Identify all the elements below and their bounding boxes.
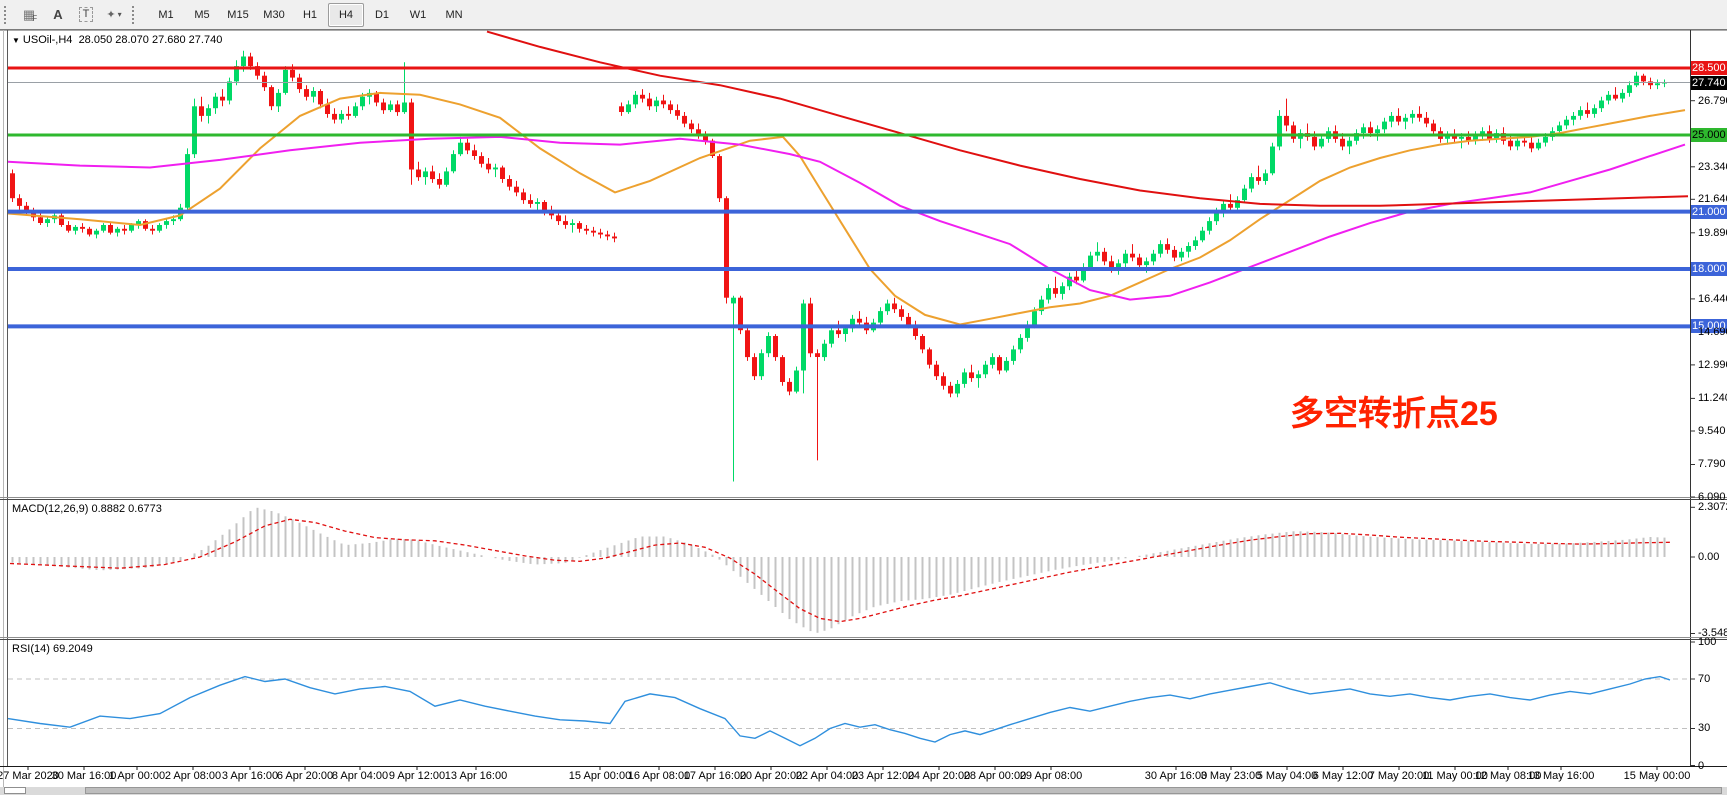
chart-window-icon: ▦	[22, 6, 35, 22]
timeframe-button-m1[interactable]: M1	[158, 8, 174, 21]
price-axis-label-25.000: 25.000	[1691, 128, 1727, 142]
timeframe-toolbar: M1 M5 M15 M30 H1 H4 D1 W1 MN	[148, 2, 472, 27]
time-axis-label: 30 Apr 16:00	[1144, 770, 1208, 782]
time-axis-label: 1 Apr 00:00	[108, 770, 166, 782]
time-axis-label: 5 May 04:00	[1256, 770, 1318, 782]
timeframe-button-mn[interactable]: MN	[445, 8, 463, 21]
shapes-icon: ✦	[106, 9, 116, 21]
symbol-dropdown-icon[interactable]: ▼	[12, 36, 20, 45]
cursor-icon: A	[53, 7, 63, 22]
rsi-axis-label-100: 100	[1698, 636, 1717, 648]
price-axis-label-15.000: 15.000	[1691, 319, 1727, 334]
shapes-button[interactable]: ✦ ▾	[101, 3, 127, 27]
chevron-down-icon: ▾	[117, 10, 122, 19]
price-axis-label-21.640: 21.640	[1698, 193, 1727, 206]
price-axis-label-9.540: 9.540	[1698, 424, 1726, 437]
time-axis-label: 3 May 23:00	[1200, 770, 1262, 782]
text-label-icon: T	[78, 7, 94, 22]
price-axis-label-11.240: 11.240	[1698, 392, 1727, 405]
cursor-button[interactable]: A	[45, 3, 71, 27]
chart-title: ▼ USOil-,H4 28.050 28.070 27.680 27.740	[12, 34, 222, 46]
chart-title-symbol: USOil-,H4	[22, 34, 73, 46]
toolbar: ▦ F A T ✦ ▾ M1 M5 M15 M30 H1 H4 D1 W1 MN	[0, 0, 1727, 30]
horizontal-scrollbar[interactable]	[0, 787, 1727, 795]
time-axis-label: 9 Apr 12:00	[388, 770, 446, 782]
rsi-axis-label-30: 30	[1698, 722, 1711, 735]
annotation-text: 多空转折点25	[1290, 395, 1498, 433]
scrollbar-thumb[interactable]	[85, 787, 1722, 794]
rsi-axis-label-0: 0	[1698, 759, 1705, 772]
time-axis-label: 17 Apr 16:00	[683, 770, 747, 782]
scrollbar-corner-box[interactable]	[4, 787, 26, 794]
macd-indicator-label: MACD(12,26,9) 0.8882 0.6773	[12, 503, 162, 515]
time-axis-label: 7 May 20:00	[1368, 770, 1430, 782]
price-axis-label-7.790: 7.790	[1698, 458, 1726, 471]
timeframe-button-h1[interactable]: H1	[302, 8, 318, 21]
time-axis-label: 11 May 00:00	[1422, 770, 1488, 782]
chart-window-button[interactable]: ▦ F	[22, 6, 38, 23]
price-axis-label-21.000: 21.000	[1691, 204, 1727, 219]
price-axis-label-18.000: 18.000	[1691, 262, 1727, 276]
rsi-indicator-label: RSI(14) 69.2049	[12, 643, 93, 655]
time-axis-label: 3 Apr 16:00	[221, 770, 279, 782]
toolbar-grip[interactable]	[4, 5, 12, 24]
price-axis-label-16.440: 16.440	[1698, 292, 1727, 305]
timeframe-button-m5[interactable]: M5	[194, 8, 210, 21]
timeframe-button-w1[interactable]: W1	[409, 8, 427, 21]
timeframe-button-h4[interactable]: H4	[328, 2, 364, 27]
time-axis-label: 2 Apr 08:00	[164, 770, 222, 782]
macd-axis-label-2.3072: 2.3072	[1698, 501, 1727, 514]
time-axis-label: 16 Apr 08:00	[627, 770, 691, 782]
text-label-button[interactable]: T	[73, 3, 99, 27]
rsi-axis-label-70: 70	[1698, 673, 1711, 686]
time-axis-label: 24 Apr 20:00	[907, 770, 971, 782]
timeframe-button-m30[interactable]: M30	[263, 8, 285, 21]
chart-title-ohlc: 28.050 28.070 27.680 27.740	[78, 34, 223, 46]
timeframe-button-d1[interactable]: D1	[374, 8, 390, 21]
time-axis-label: 12 May 08:00	[1474, 770, 1542, 782]
time-axis-label: 8 Apr 04:00	[331, 770, 389, 782]
time-axis-label: 23 Apr 12:00	[851, 770, 915, 782]
price-axis-label-28.500: 28.500	[1691, 61, 1727, 75]
toolbar-grip-2[interactable]	[132, 5, 140, 24]
price-axis-label-26.790: 26.790	[1698, 94, 1727, 107]
price-axis-label-27.740: 27.740	[1691, 75, 1727, 90]
time-axis-label: 28 Apr 00:00	[963, 770, 1027, 782]
timeframe-button-m15[interactable]: M15	[227, 8, 249, 21]
price-axis-label-19.890: 19.890	[1698, 226, 1727, 239]
price-axis-label-14.690: 14.690	[1698, 326, 1727, 339]
time-axis-label: 13 Apr 16:00	[444, 770, 508, 782]
time-axis-label: 6 Apr 20:00	[276, 770, 334, 782]
time-axis-label: 15 Apr 00:00	[568, 770, 632, 782]
time-axis-label: 29 Apr 08:00	[1019, 770, 1083, 782]
time-axis-label: 27 Mar 2020	[0, 770, 59, 782]
price-axis-label-23.340: 23.340	[1698, 160, 1727, 173]
price-axis-label-6.090: 6.090	[1698, 490, 1726, 503]
macd-axis-label--3.5484: -3.5484	[1698, 627, 1727, 640]
time-axis-label: 6 May 12:00	[1312, 770, 1374, 782]
time-axis-label: 22 Apr 04:00	[795, 770, 859, 782]
time-axis-label: 20 Apr 20:00	[739, 770, 803, 782]
time-axis-label: 13 May 16:00	[1527, 770, 1595, 782]
time-axis-label: 30 Mar 16:00	[51, 770, 117, 782]
time-axis-label: 15 May 00:00	[1623, 770, 1691, 782]
macd-axis-label-0.00: 0.00	[1698, 551, 1720, 563]
price-axis-label-12.990: 12.990	[1698, 358, 1727, 371]
